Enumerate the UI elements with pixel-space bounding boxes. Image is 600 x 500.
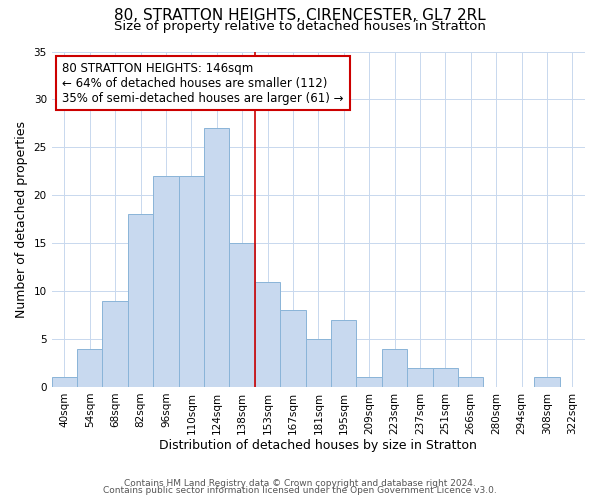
- Bar: [433, 368, 458, 387]
- Bar: [229, 243, 255, 387]
- Bar: [204, 128, 229, 387]
- Bar: [280, 310, 305, 387]
- Bar: [128, 214, 153, 387]
- Bar: [407, 368, 433, 387]
- Y-axis label: Number of detached properties: Number of detached properties: [15, 120, 28, 318]
- Bar: [255, 282, 280, 387]
- Text: Contains HM Land Registry data © Crown copyright and database right 2024.: Contains HM Land Registry data © Crown c…: [124, 478, 476, 488]
- Bar: [179, 176, 204, 387]
- X-axis label: Distribution of detached houses by size in Stratton: Distribution of detached houses by size …: [160, 440, 477, 452]
- Bar: [356, 378, 382, 387]
- Bar: [305, 339, 331, 387]
- Bar: [458, 378, 484, 387]
- Bar: [534, 378, 560, 387]
- Bar: [77, 348, 103, 387]
- Text: 80 STRATTON HEIGHTS: 146sqm
← 64% of detached houses are smaller (112)
35% of se: 80 STRATTON HEIGHTS: 146sqm ← 64% of det…: [62, 62, 344, 104]
- Bar: [153, 176, 179, 387]
- Text: Size of property relative to detached houses in Stratton: Size of property relative to detached ho…: [114, 20, 486, 33]
- Text: Contains public sector information licensed under the Open Government Licence v3: Contains public sector information licen…: [103, 486, 497, 495]
- Bar: [103, 300, 128, 387]
- Bar: [331, 320, 356, 387]
- Text: 80, STRATTON HEIGHTS, CIRENCESTER, GL7 2RL: 80, STRATTON HEIGHTS, CIRENCESTER, GL7 2…: [114, 8, 486, 22]
- Bar: [52, 378, 77, 387]
- Bar: [382, 348, 407, 387]
